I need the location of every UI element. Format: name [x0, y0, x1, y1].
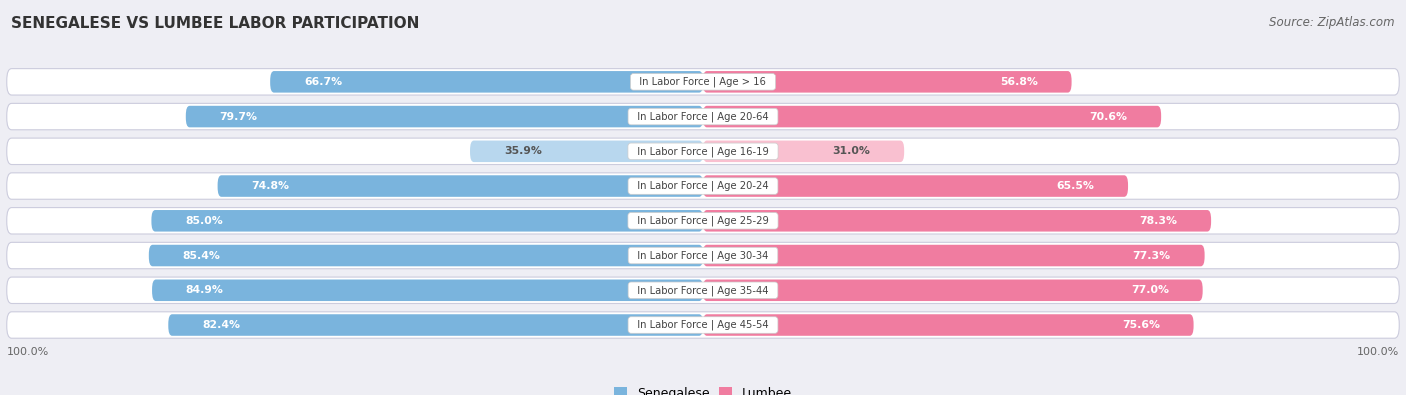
Text: In Labor Force | Age 25-29: In Labor Force | Age 25-29	[631, 216, 775, 226]
Text: 82.4%: 82.4%	[202, 320, 240, 330]
FancyBboxPatch shape	[7, 208, 1399, 234]
Text: 75.6%: 75.6%	[1122, 320, 1160, 330]
FancyBboxPatch shape	[7, 69, 1399, 95]
Text: 84.9%: 84.9%	[186, 285, 224, 295]
Text: 66.7%: 66.7%	[304, 77, 342, 87]
Text: 79.7%: 79.7%	[219, 111, 257, 122]
Text: 56.8%: 56.8%	[1000, 77, 1038, 87]
Text: 78.3%: 78.3%	[1139, 216, 1177, 226]
FancyBboxPatch shape	[152, 280, 703, 301]
Text: Source: ZipAtlas.com: Source: ZipAtlas.com	[1270, 16, 1395, 29]
FancyBboxPatch shape	[7, 103, 1399, 130]
FancyBboxPatch shape	[470, 141, 703, 162]
FancyBboxPatch shape	[703, 175, 1128, 197]
Text: 65.5%: 65.5%	[1056, 181, 1094, 191]
Text: In Labor Force | Age 35-44: In Labor Force | Age 35-44	[631, 285, 775, 295]
Text: 35.9%: 35.9%	[503, 146, 541, 156]
Legend: Senegalese, Lumbee: Senegalese, Lumbee	[609, 382, 797, 395]
FancyBboxPatch shape	[703, 71, 1071, 92]
FancyBboxPatch shape	[7, 138, 1399, 164]
FancyBboxPatch shape	[152, 210, 703, 231]
Text: In Labor Force | Age 16-19: In Labor Force | Age 16-19	[631, 146, 775, 156]
FancyBboxPatch shape	[703, 280, 1202, 301]
Text: In Labor Force | Age 20-64: In Labor Force | Age 20-64	[631, 111, 775, 122]
FancyBboxPatch shape	[703, 314, 1194, 336]
Text: In Labor Force | Age 20-24: In Labor Force | Age 20-24	[631, 181, 775, 191]
Text: SENEGALESE VS LUMBEE LABOR PARTICIPATION: SENEGALESE VS LUMBEE LABOR PARTICIPATION	[11, 16, 419, 31]
FancyBboxPatch shape	[7, 277, 1399, 303]
Text: 85.0%: 85.0%	[186, 216, 224, 226]
Text: 70.6%: 70.6%	[1090, 111, 1128, 122]
Text: In Labor Force | Age > 16: In Labor Force | Age > 16	[634, 77, 772, 87]
Text: 31.0%: 31.0%	[832, 146, 870, 156]
Text: 85.4%: 85.4%	[183, 250, 221, 261]
FancyBboxPatch shape	[186, 106, 703, 127]
Text: In Labor Force | Age 45-54: In Labor Force | Age 45-54	[631, 320, 775, 330]
FancyBboxPatch shape	[7, 243, 1399, 269]
FancyBboxPatch shape	[7, 312, 1399, 338]
Text: 100.0%: 100.0%	[7, 346, 49, 357]
Text: 77.0%: 77.0%	[1130, 285, 1168, 295]
Text: 77.3%: 77.3%	[1133, 250, 1171, 261]
FancyBboxPatch shape	[218, 175, 703, 197]
FancyBboxPatch shape	[703, 245, 1205, 266]
FancyBboxPatch shape	[149, 245, 703, 266]
FancyBboxPatch shape	[703, 106, 1161, 127]
FancyBboxPatch shape	[270, 71, 703, 92]
FancyBboxPatch shape	[169, 314, 703, 336]
Text: 74.8%: 74.8%	[252, 181, 290, 191]
Text: In Labor Force | Age 30-34: In Labor Force | Age 30-34	[631, 250, 775, 261]
FancyBboxPatch shape	[703, 141, 904, 162]
Text: 100.0%: 100.0%	[1357, 346, 1399, 357]
FancyBboxPatch shape	[7, 173, 1399, 199]
FancyBboxPatch shape	[703, 210, 1211, 231]
